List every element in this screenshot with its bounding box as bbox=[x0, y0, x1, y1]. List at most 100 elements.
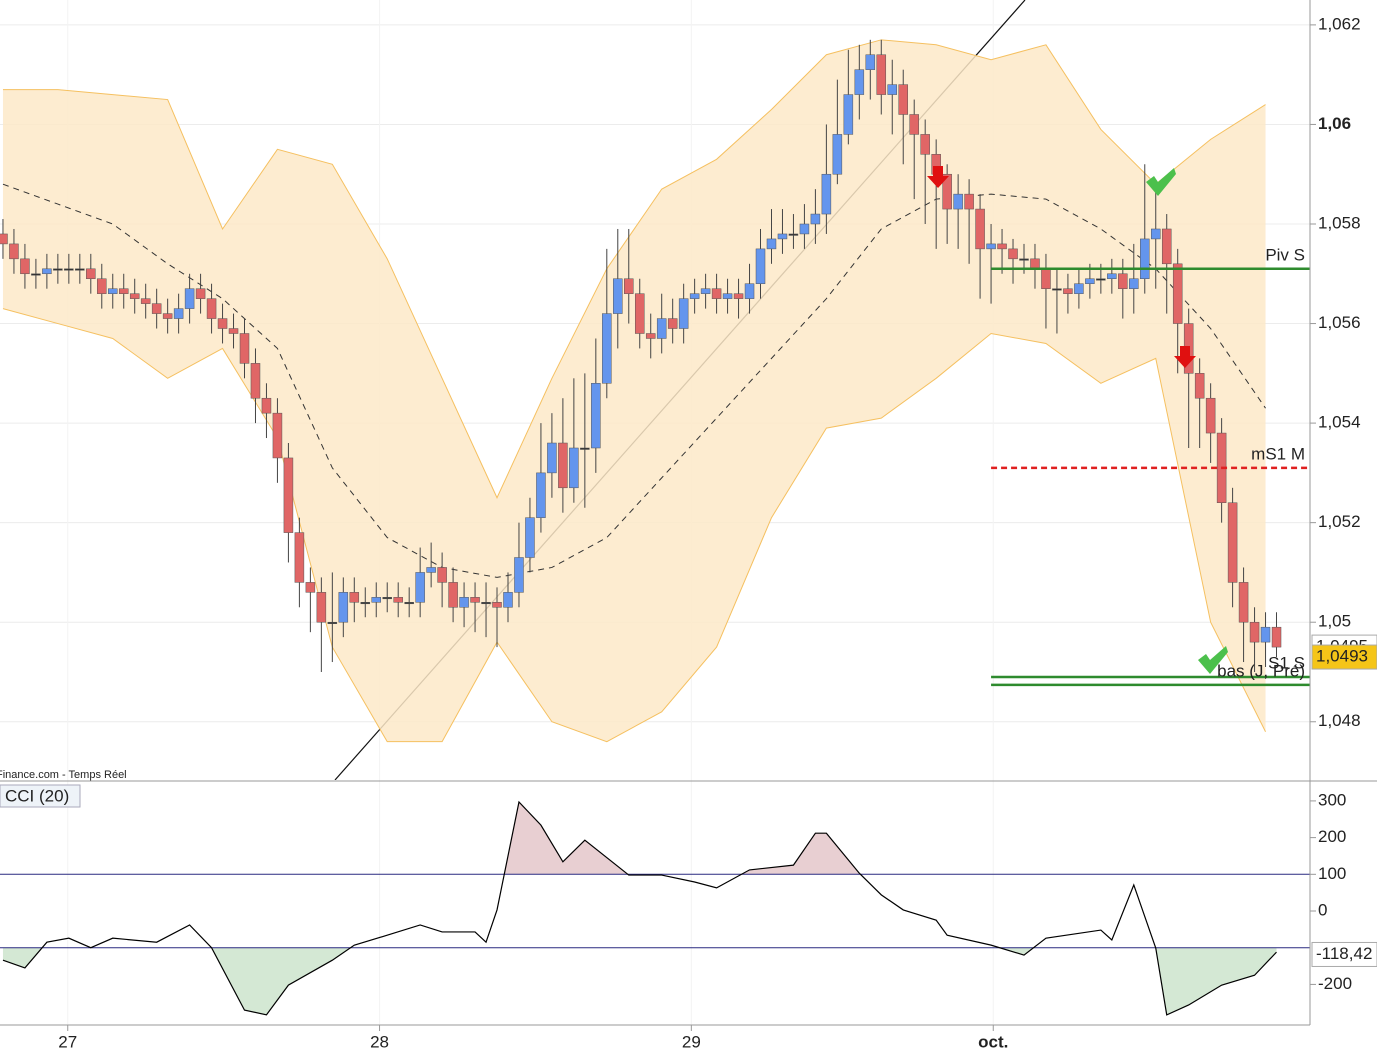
candle-body bbox=[986, 243, 996, 250]
y-tick-label: 1,048 bbox=[1318, 711, 1361, 730]
candle-body bbox=[31, 273, 41, 276]
candle-body bbox=[426, 567, 436, 573]
check-mark bbox=[1198, 646, 1228, 674]
candle-body bbox=[678, 298, 689, 329]
indicator-title: CCI (20) bbox=[5, 786, 69, 805]
candle-body bbox=[338, 592, 349, 623]
cci-line bbox=[2, 800, 1277, 1016]
candle-body bbox=[613, 278, 623, 314]
candle-body bbox=[371, 597, 381, 603]
candle-body bbox=[558, 442, 568, 489]
candle-body bbox=[1096, 278, 1106, 281]
candle-body bbox=[53, 268, 63, 271]
candle-body bbox=[20, 258, 30, 275]
candle-body bbox=[536, 472, 546, 518]
candle-body bbox=[239, 333, 250, 364]
candle-body bbox=[195, 288, 206, 299]
candle-body bbox=[909, 114, 919, 135]
candle-body bbox=[667, 318, 678, 329]
candle-body bbox=[118, 288, 129, 294]
candle-body bbox=[1030, 258, 1040, 270]
candle-body bbox=[1052, 288, 1062, 291]
candle-body bbox=[525, 517, 535, 558]
candle-body bbox=[503, 592, 513, 608]
y-tick-label: 1,05 bbox=[1318, 612, 1351, 631]
candle-body bbox=[1074, 283, 1084, 294]
down-arrow bbox=[927, 166, 949, 188]
candle-body bbox=[755, 248, 766, 284]
candle-body bbox=[602, 313, 612, 384]
y-tick-label: 1,062 bbox=[1318, 14, 1361, 33]
candle-body bbox=[140, 298, 151, 304]
candle-body bbox=[0, 233, 8, 245]
candle-body bbox=[129, 293, 140, 299]
candle-body bbox=[832, 134, 843, 175]
candle-body bbox=[206, 298, 217, 319]
level-label: S1 S bbox=[1268, 653, 1305, 672]
candle-body bbox=[1238, 582, 1249, 623]
candle-body bbox=[108, 288, 118, 294]
indicator-tab bbox=[0, 784, 81, 808]
candle-body bbox=[569, 447, 579, 489]
cci-panel bbox=[0, 800, 1310, 1016]
y-tick-label: 300 bbox=[1318, 790, 1346, 809]
candle-body bbox=[217, 318, 228, 329]
level-label: bas (J, Pré) bbox=[1217, 661, 1305, 680]
candle-body bbox=[788, 233, 799, 236]
candle-body bbox=[305, 582, 316, 593]
price-badge bbox=[1311, 644, 1377, 670]
candle-body bbox=[9, 243, 19, 260]
candle-body bbox=[942, 173, 952, 210]
candle-body bbox=[97, 278, 107, 294]
candle-body bbox=[1008, 248, 1018, 260]
candle-body bbox=[1227, 502, 1238, 583]
price-badge-label: 1,0493 bbox=[1316, 647, 1368, 666]
candle-body bbox=[75, 268, 85, 271]
candle-body bbox=[1118, 273, 1128, 289]
cci-overbought-area bbox=[504, 802, 861, 875]
y-tick-label: 200 bbox=[1318, 827, 1346, 846]
candle-body bbox=[1194, 373, 1205, 399]
candle-body bbox=[393, 597, 403, 603]
candle-body bbox=[316, 592, 327, 623]
candle-body bbox=[591, 383, 601, 449]
candle-body bbox=[1107, 273, 1117, 279]
candle-body bbox=[997, 243, 1007, 250]
candle-body bbox=[821, 173, 832, 215]
candle-body bbox=[382, 597, 392, 600]
band-lower bbox=[2, 308, 1266, 743]
candle-body bbox=[799, 223, 810, 235]
candle-body bbox=[777, 233, 788, 240]
candle-body bbox=[876, 54, 887, 95]
candle-body bbox=[711, 288, 722, 299]
down-arrow bbox=[1174, 346, 1196, 368]
candle-body bbox=[448, 582, 458, 608]
candle-body bbox=[547, 442, 557, 474]
candle-body bbox=[810, 213, 821, 225]
candle-body bbox=[1019, 258, 1029, 261]
candle-body bbox=[689, 293, 700, 299]
candle-body bbox=[722, 293, 733, 299]
candle-body bbox=[470, 597, 480, 603]
candle-body bbox=[349, 592, 360, 603]
candle-body bbox=[481, 602, 491, 605]
candle-body bbox=[1249, 621, 1260, 643]
candle-body bbox=[514, 557, 524, 593]
x-tick-label: oct. bbox=[978, 1032, 1008, 1051]
candle-body bbox=[86, 268, 96, 279]
candle-body bbox=[283, 457, 294, 533]
candle-body bbox=[898, 84, 908, 115]
candle-body bbox=[1205, 397, 1216, 434]
candle-body bbox=[865, 54, 876, 70]
y-tick-label: 1,052 bbox=[1318, 512, 1361, 531]
candle-body bbox=[975, 208, 985, 250]
candle-body bbox=[415, 572, 425, 603]
candle-body bbox=[1260, 626, 1271, 643]
candle-body bbox=[360, 602, 371, 605]
candle-body bbox=[184, 288, 195, 309]
candle-body bbox=[1161, 228, 1172, 265]
